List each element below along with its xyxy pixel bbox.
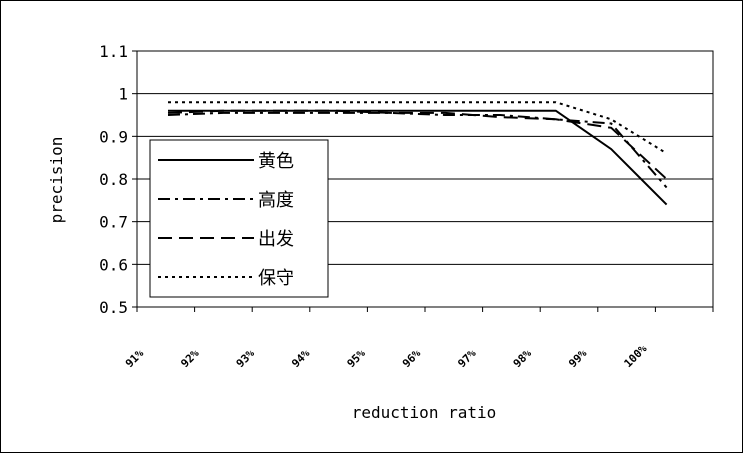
x-tick-label: 95% <box>345 347 369 371</box>
x-tick-label: 100% <box>622 342 650 370</box>
x-axis-label: reduction ratio <box>352 403 497 422</box>
x-axis-ticks: 91% 92% 93% 94% 95% 96% 97% 98% 99% 100% <box>123 307 714 371</box>
y-tick-label: 1.1 <box>99 42 128 61</box>
x-tick-label: 91% <box>123 347 147 371</box>
y-tick-label: 0.5 <box>99 298 128 317</box>
y-axis-label: precision <box>47 137 66 224</box>
x-tick-label: 98% <box>511 347 535 371</box>
series-line-1 <box>167 111 668 189</box>
legend-label-1: 高度 <box>258 190 294 211</box>
x-tick-label: 99% <box>566 347 590 371</box>
y-tick-label: 0.6 <box>99 255 128 274</box>
x-tick-label: 94% <box>289 347 313 371</box>
x-tick-label: 97% <box>455 347 479 371</box>
legend-box <box>149 139 329 298</box>
series-line-0 <box>168 109 668 206</box>
x-tick-label: 93% <box>234 347 258 371</box>
series-lines <box>167 101 668 206</box>
legend-label-3: 保守 <box>258 268 294 289</box>
legend-label-2: 出发 <box>258 229 294 250</box>
y-tick-label: 0.7 <box>99 213 128 232</box>
y-tick-label: 0.9 <box>99 127 128 146</box>
x-tick-label: 92% <box>178 347 202 371</box>
y-tick-label: 1 <box>118 85 128 104</box>
x-tick-label: 96% <box>400 347 424 371</box>
y-axis-ticks: 0.5 0.6 0.7 0.8 0.9 1 1.1 <box>99 42 137 317</box>
y-tick-label: 0.8 <box>99 170 128 189</box>
legend-label-0: 黄色 <box>258 151 294 172</box>
